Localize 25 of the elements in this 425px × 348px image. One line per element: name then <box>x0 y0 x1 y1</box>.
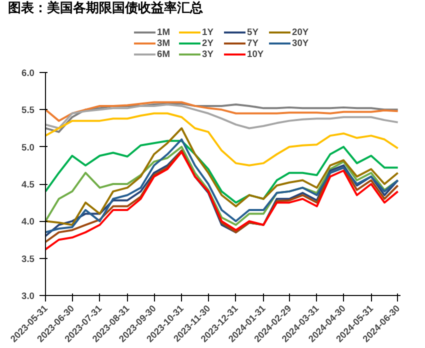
y-tick-label: 3.5 <box>22 254 34 264</box>
legend-label: 7Y <box>247 38 260 48</box>
legend-label: 3M <box>157 38 171 48</box>
line-series <box>46 127 399 226</box>
y-tick-label: 6.0 <box>22 68 34 78</box>
line-series <box>46 112 399 166</box>
line-series <box>46 146 399 226</box>
y-tick-label: 3.0 <box>22 291 34 301</box>
y-tick-label: 4.5 <box>22 180 34 190</box>
line-series <box>46 140 399 204</box>
legend-label: 1M <box>157 27 171 37</box>
legend-label: 10Y <box>247 49 265 59</box>
legend-label: 5Y <box>247 27 260 37</box>
legend-label: 20Y <box>292 27 310 37</box>
legend-label: 3Y <box>202 49 214 59</box>
y-tick-label: 5.5 <box>22 105 34 116</box>
legend-label: 1Y <box>202 27 214 37</box>
line-series <box>46 138 399 234</box>
legend-label: 2Y <box>202 38 214 48</box>
chart-title: 图表：美国各期限国债收益率汇总 <box>8 0 203 18</box>
legend-label: 6M <box>157 49 171 59</box>
legend-label: 30Y <box>292 38 310 48</box>
y-tick-label: 5.0 <box>22 142 34 152</box>
y-tick-label: 4.0 <box>22 216 34 227</box>
line-series <box>46 101 399 122</box>
